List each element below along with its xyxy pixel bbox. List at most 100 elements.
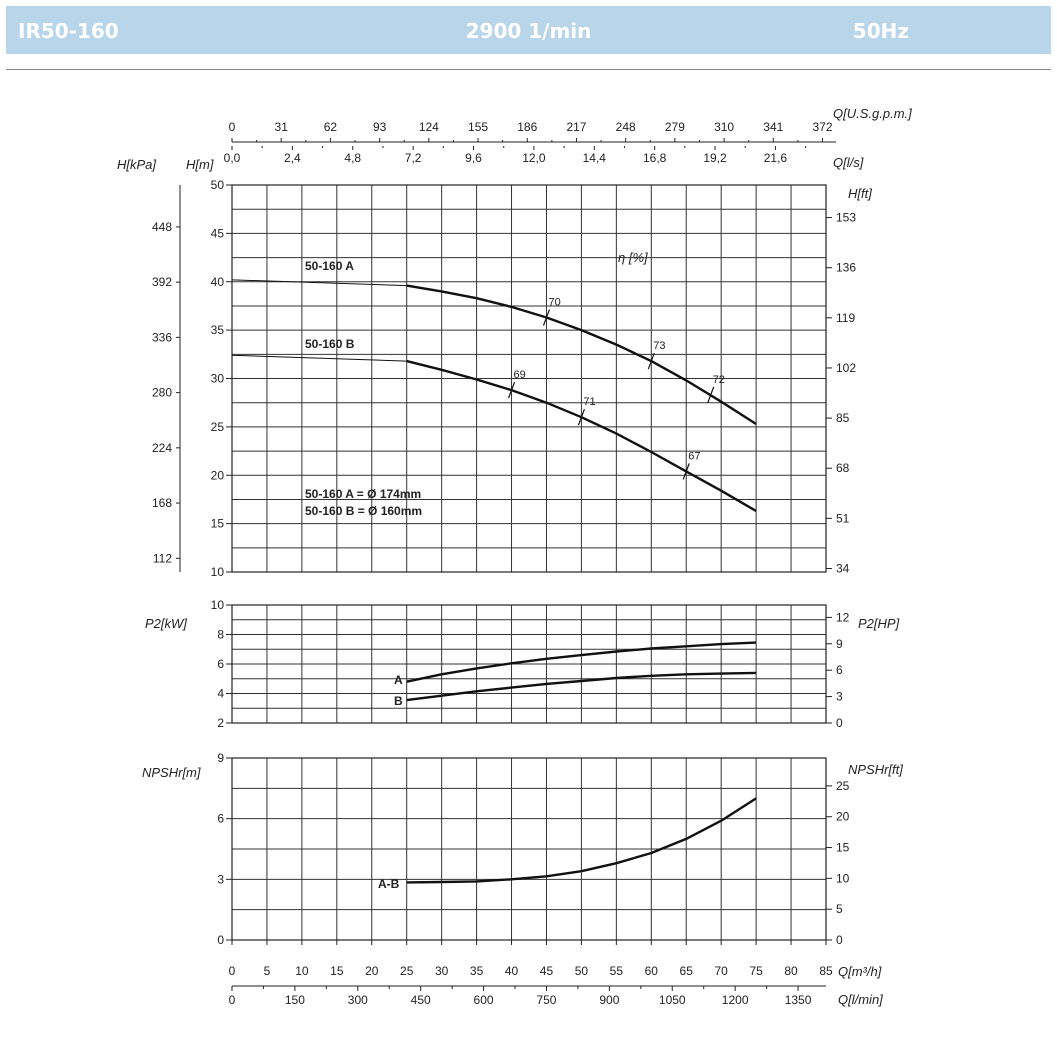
head-kpa-tick-label: 448 bbox=[152, 220, 172, 234]
flow-lmin-axis-label: Q[l/min] bbox=[838, 992, 883, 1007]
npsh-ft-axis-label: NPSHr[ft] bbox=[848, 762, 903, 777]
head-m-tick-label: 15 bbox=[211, 517, 225, 531]
npsh-ft-tick-label: 10 bbox=[836, 871, 850, 885]
flow-m3h-tick-label: 75 bbox=[749, 964, 763, 978]
efficiency-mark-label: 71 bbox=[583, 396, 595, 408]
flow-m3h-tick-label: 30 bbox=[435, 964, 449, 978]
head-m-tick-label: 10 bbox=[211, 565, 225, 579]
npsh-m-tick-label: 6 bbox=[217, 812, 224, 826]
npsh-ft-tick-label: 25 bbox=[836, 779, 850, 793]
flow-m3h-tick-label: 20 bbox=[365, 964, 379, 978]
flow-ls-tick-label: 19,2 bbox=[703, 151, 727, 165]
head-ft-tick-label: 136 bbox=[836, 261, 856, 275]
flow-ls-tick-label: 16,8 bbox=[643, 151, 667, 165]
flow-m3h-tick-label: 60 bbox=[645, 964, 659, 978]
flow-m3h-axis-label: Q[m³/h] bbox=[838, 964, 882, 979]
flow-usgpm-tick-label: 124 bbox=[419, 120, 439, 134]
npsh-curve-label: A-B bbox=[378, 877, 400, 891]
head-kpa-tick-label: 280 bbox=[152, 386, 172, 400]
head-kpa-tick-label: 336 bbox=[152, 330, 172, 344]
power-kw-tick-label: 2 bbox=[217, 716, 224, 730]
npsh-ft-tick-label: 0 bbox=[836, 933, 843, 947]
head-curve-a-extension bbox=[231, 279, 407, 287]
flow-lmin-tick-label: 1350 bbox=[785, 993, 812, 1007]
flow-usgpm-tick-label: 372 bbox=[812, 120, 832, 134]
npsh-m-tick-label: 9 bbox=[217, 751, 224, 765]
head-m-tick-label: 35 bbox=[211, 323, 225, 337]
power-hp-tick-label: 6 bbox=[836, 663, 843, 677]
flow-usgpm-tick-label: 62 bbox=[324, 120, 338, 134]
efficiency-mark bbox=[647, 352, 655, 370]
head-curve-b-label: 50-160 B bbox=[305, 337, 355, 351]
efficiency-mark-label: 67 bbox=[688, 450, 700, 462]
flow-lmin-tick-label: 900 bbox=[599, 993, 619, 1007]
flow-ls-tick-label: 2,4 bbox=[284, 151, 301, 165]
head-kpa-tick-label: 392 bbox=[152, 275, 172, 289]
head-kpa-tick-label: 112 bbox=[153, 551, 172, 565]
flow-ls-tick-label: 4,8 bbox=[344, 151, 361, 165]
efficiency-mark-label: 70 bbox=[548, 297, 560, 309]
flow-m3h-tick-label: 85 bbox=[819, 964, 833, 978]
flow-usgpm-tick-label: 155 bbox=[468, 120, 488, 134]
flow-lmin-tick-label: 300 bbox=[348, 993, 368, 1007]
head-ft-tick-label: 153 bbox=[836, 211, 856, 225]
flow-lmin-tick-label: 150 bbox=[285, 993, 305, 1007]
flow-m3h-tick-label: 15 bbox=[330, 964, 344, 978]
flow-m3h-tick-label: 10 bbox=[295, 964, 309, 978]
power-hp-tick-label: 9 bbox=[836, 637, 843, 651]
efficiency-label: η [%] bbox=[618, 250, 648, 265]
flow-ls-tick-label: 12,0 bbox=[522, 151, 546, 165]
head-ft-tick-label: 34 bbox=[836, 561, 850, 575]
npsh-ft-tick-label: 5 bbox=[836, 902, 843, 916]
flow-ls-tick-label: 21,6 bbox=[764, 151, 788, 165]
flow-lmin-tick-label: 600 bbox=[474, 993, 494, 1007]
npsh-ft-tick-label: 15 bbox=[836, 841, 850, 855]
flow-m3h-tick-label: 35 bbox=[470, 964, 484, 978]
efficiency-mark bbox=[577, 408, 585, 426]
head-ft-tick-label: 119 bbox=[836, 311, 855, 325]
power-kw-tick-label: 8 bbox=[217, 628, 224, 642]
flow-usgpm-tick-label: 186 bbox=[517, 120, 537, 134]
flow-ls-tick-label: 7,2 bbox=[405, 151, 422, 165]
head-ft-tick-label: 68 bbox=[836, 461, 850, 475]
npsh-m-axis-label: NPSHr[m] bbox=[142, 765, 201, 780]
flow-lmin-tick-label: 750 bbox=[536, 993, 556, 1007]
power-kw-axis-label: P2[kW] bbox=[145, 616, 187, 631]
head-m-tick-label: 40 bbox=[211, 275, 225, 289]
flow-m3h-tick-label: 0 bbox=[229, 964, 236, 978]
efficiency-mark bbox=[542, 309, 551, 326]
npsh-panel-frame bbox=[231, 757, 827, 941]
frequency-title: 50Hz bbox=[852, 19, 909, 43]
flow-usgpm-axis-label: Q[U.S.g.p.m.] bbox=[833, 106, 912, 121]
flow-usgpm-tick-label: 279 bbox=[665, 120, 685, 134]
flow-m3h-tick-label: 55 bbox=[610, 964, 624, 978]
flow-lmin-tick-label: 450 bbox=[411, 993, 431, 1007]
npsh-ft-tick-label: 20 bbox=[836, 810, 850, 824]
head-kpa-axis-label: H[kPa] bbox=[117, 157, 156, 172]
flow-m3h-tick-label: 50 bbox=[575, 964, 589, 978]
flow-lmin-tick-label: 0 bbox=[229, 993, 236, 1007]
power-curve-b bbox=[406, 671, 757, 702]
head-curve-b-extension bbox=[231, 354, 407, 362]
flow-usgpm-tick-label: 248 bbox=[616, 120, 636, 134]
power-curve-a-label: A bbox=[394, 673, 403, 687]
flow-usgpm-tick-label: 341 bbox=[763, 120, 783, 134]
power-curve-b-label: B bbox=[394, 694, 403, 708]
legend-a: 50-160 A = Ø 174mm bbox=[305, 487, 421, 501]
flow-m3h-tick-label: 70 bbox=[714, 964, 728, 978]
power-hp-axis-label: P2[HP] bbox=[858, 616, 900, 631]
head-m-tick-label: 50 bbox=[211, 178, 225, 192]
power-kw-tick-label: 6 bbox=[217, 657, 224, 671]
power-kw-tick-label: 10 bbox=[211, 598, 225, 612]
flow-usgpm-tick-label: 31 bbox=[275, 120, 289, 134]
head-m-tick-label: 45 bbox=[211, 226, 225, 240]
head-m-tick-label: 20 bbox=[211, 468, 225, 482]
efficiency-mark-label: 72 bbox=[713, 374, 725, 386]
flow-usgpm-tick-label: 0 bbox=[229, 120, 236, 134]
power-hp-tick-label: 3 bbox=[836, 690, 843, 704]
efficiency-mark bbox=[682, 463, 690, 480]
head-ft-axis-label: H[ft] bbox=[848, 186, 872, 201]
flow-m3h-tick-label: 5 bbox=[264, 964, 271, 978]
head-ft-tick-label: 102 bbox=[836, 361, 856, 375]
